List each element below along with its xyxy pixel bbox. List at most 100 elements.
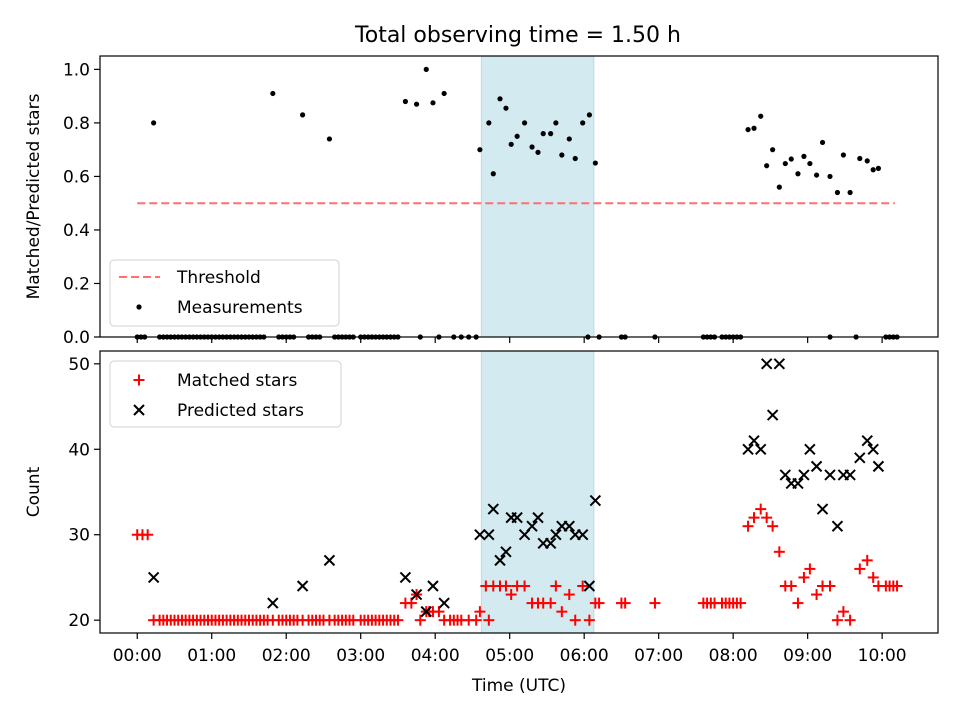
predicted-star-point xyxy=(487,503,500,515)
measurement-point xyxy=(758,113,764,119)
predicted-star-point xyxy=(576,529,589,541)
x-tick-label: 03:00 xyxy=(336,646,385,666)
measurement-point xyxy=(580,120,586,126)
measurement-point xyxy=(592,160,598,166)
matched-star-point xyxy=(483,614,495,626)
predicted-star-point xyxy=(550,529,562,541)
predicted-star-point xyxy=(816,503,829,515)
predicted-star-point xyxy=(532,511,544,524)
predicted-star-point xyxy=(427,580,439,592)
x-b xyxy=(872,460,885,473)
measurement-point xyxy=(788,156,794,162)
measurement-point xyxy=(300,112,306,118)
y-tick-label: 0.6 xyxy=(63,167,90,187)
x-b xyxy=(438,597,450,609)
x-b xyxy=(494,554,506,567)
measurement-point xyxy=(801,153,807,159)
measurement-point xyxy=(840,152,846,158)
measurement-point xyxy=(782,160,788,167)
matched-star-point xyxy=(891,580,903,592)
x-tick-label: 01:00 xyxy=(187,646,236,666)
measurement-point xyxy=(514,133,520,139)
matched-star-point xyxy=(785,580,797,592)
axes-frame xyxy=(99,55,939,338)
x-b xyxy=(576,529,589,541)
predicted-star-point xyxy=(742,443,754,455)
measurement-point xyxy=(441,90,447,97)
x-b xyxy=(323,554,336,567)
predicted-star-point xyxy=(773,358,786,370)
predicted-star-point xyxy=(583,580,596,592)
x-b xyxy=(500,546,512,558)
series-predicted-stars xyxy=(147,358,885,618)
predicted-star-point xyxy=(420,605,432,618)
matched-star-point xyxy=(505,589,517,601)
highlight-span xyxy=(480,55,595,338)
x-b xyxy=(742,443,754,455)
measurement-point xyxy=(540,131,546,137)
x-b xyxy=(296,580,309,592)
matched-star-point xyxy=(593,597,605,609)
measurement-point xyxy=(857,155,863,162)
legend: Threshold Measurements xyxy=(109,259,340,327)
predicted-star-point xyxy=(589,494,602,507)
matched-star-point xyxy=(867,571,879,583)
series-matched-stars xyxy=(131,503,903,626)
predicted-star-point xyxy=(563,520,575,532)
matched-star-point xyxy=(474,606,486,618)
measurement-point xyxy=(834,189,841,196)
measurement-point xyxy=(477,147,483,153)
x-b xyxy=(760,358,773,370)
x-b xyxy=(867,443,879,455)
matched-star-point xyxy=(748,512,760,524)
predicted-star-point xyxy=(861,435,873,447)
predicted-star-point xyxy=(872,460,885,473)
x-b xyxy=(563,520,575,532)
measurement-point xyxy=(847,189,853,196)
matched-star-point xyxy=(569,614,581,626)
matched-star-point xyxy=(804,563,816,575)
matched-star-point xyxy=(837,606,849,618)
x-tick-label: 04:00 xyxy=(411,646,460,666)
x-b xyxy=(755,443,767,455)
legend-threshold-label: Threshold xyxy=(176,268,261,288)
y-tick-label: 0.4 xyxy=(63,221,90,241)
x-tick-label: 05:00 xyxy=(485,646,534,666)
x-b xyxy=(526,520,538,532)
y-tick-label: 1.0 xyxy=(63,60,90,80)
x-b xyxy=(748,435,760,447)
predicted-star-point xyxy=(267,597,279,609)
x-b xyxy=(773,358,786,370)
measurement-point xyxy=(875,165,882,171)
y-tick-label: 20 xyxy=(68,611,90,631)
x-b xyxy=(532,511,544,524)
measurement-point xyxy=(503,105,509,111)
matched-star-point xyxy=(861,554,873,566)
matched-star-point xyxy=(583,614,595,626)
measurement-point xyxy=(795,171,801,177)
y-axis-label: Matched/Predicted stars xyxy=(24,93,44,299)
predicted-star-point xyxy=(760,358,773,370)
x-b xyxy=(267,597,279,609)
x-tick-label: 10:00 xyxy=(858,646,907,666)
x-tick-label: 00:00 xyxy=(113,646,162,666)
series-measurements xyxy=(151,66,882,196)
predicted-star-point xyxy=(810,460,823,473)
matched-star-point xyxy=(844,614,856,626)
x-b xyxy=(147,571,160,584)
matched-star-point xyxy=(619,597,631,609)
x-b xyxy=(399,571,412,584)
x-b xyxy=(779,469,792,481)
measurement-point xyxy=(819,139,826,146)
measurement-point xyxy=(572,155,578,162)
measurement-point xyxy=(535,149,541,155)
predicted-star-point xyxy=(748,435,760,447)
axes-frame xyxy=(99,350,939,634)
x-b xyxy=(410,588,423,601)
predicted-star-point xyxy=(410,588,423,601)
highlight-span xyxy=(480,350,595,634)
legend-measurements-label: Measurements xyxy=(177,298,303,318)
matched-star-point xyxy=(742,520,754,532)
measurement-point xyxy=(151,120,157,126)
